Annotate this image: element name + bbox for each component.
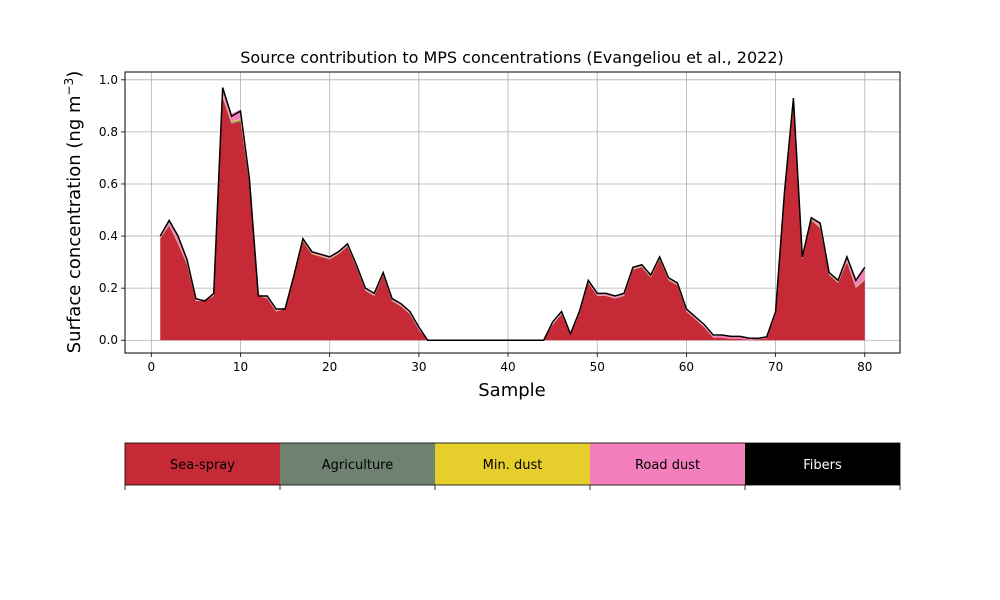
x-tick-label: 20 [322, 360, 337, 374]
x-tick-label: 50 [590, 360, 605, 374]
x-tick-label: 10 [233, 360, 248, 374]
y-axis-label-superscript: −3 [62, 78, 76, 96]
x-tick-label: 70 [768, 360, 783, 374]
legend-swatch-fibers [745, 443, 900, 485]
y-tick-label: 0.4 [99, 229, 118, 243]
y-axis: 0.0 0.2 0.4 0.6 0.8 1.0 [99, 73, 125, 347]
legend-colorbar: Sea-spray Agriculture Min. dust Road dust Fi… [124, 442, 901, 490]
legend-label-agriculture: Agriculture [322, 458, 394, 473]
x-tick-label: 40 [500, 360, 515, 374]
legend-swatch-agriculture [280, 443, 435, 485]
area-min-dust [160, 95, 865, 341]
area-sea-spray [160, 98, 865, 341]
legend-frame [124, 442, 901, 486]
y-tick-label: 0.6 [99, 177, 118, 191]
legend-swatch-min-dust [435, 443, 590, 485]
x-tick-label: 30 [411, 360, 426, 374]
y-axis-label-main: Surface concentration (ng m [64, 95, 85, 353]
x-axis-label: Sample [478, 380, 546, 401]
legend-label-road-dust: Road dust [635, 458, 700, 473]
x-axis: 0 10 20 30 40 50 60 70 80 [147, 353, 872, 374]
x-tick-label: 80 [857, 360, 872, 374]
y-tick-label: 1.0 [99, 73, 118, 87]
plot-frame [124, 71, 901, 354]
legend-swatch-sea-spray [125, 443, 280, 485]
y-tick-label: 0.2 [99, 281, 118, 295]
legend-swatch-road-dust [590, 443, 745, 485]
y-axis-label: Surface concentration (ng m−3) [62, 71, 85, 354]
x-tick-label: 60 [679, 360, 694, 374]
y-tick-label: 0.0 [99, 333, 118, 347]
legend-label-fibers: Fibers [803, 458, 842, 473]
chart-title: Source contribution to MPS concentration… [240, 48, 784, 67]
total-line [159, 87, 866, 341]
legend-label-sea-spray: Sea-spray [170, 458, 235, 473]
x-tick-label: 0 [147, 360, 155, 374]
total-outline [159, 87, 866, 341]
y-axis-label-close: ) [64, 71, 85, 78]
y-tick-label: 0.8 [99, 125, 118, 139]
legend-label-min-dust: Min. dust [483, 458, 543, 473]
